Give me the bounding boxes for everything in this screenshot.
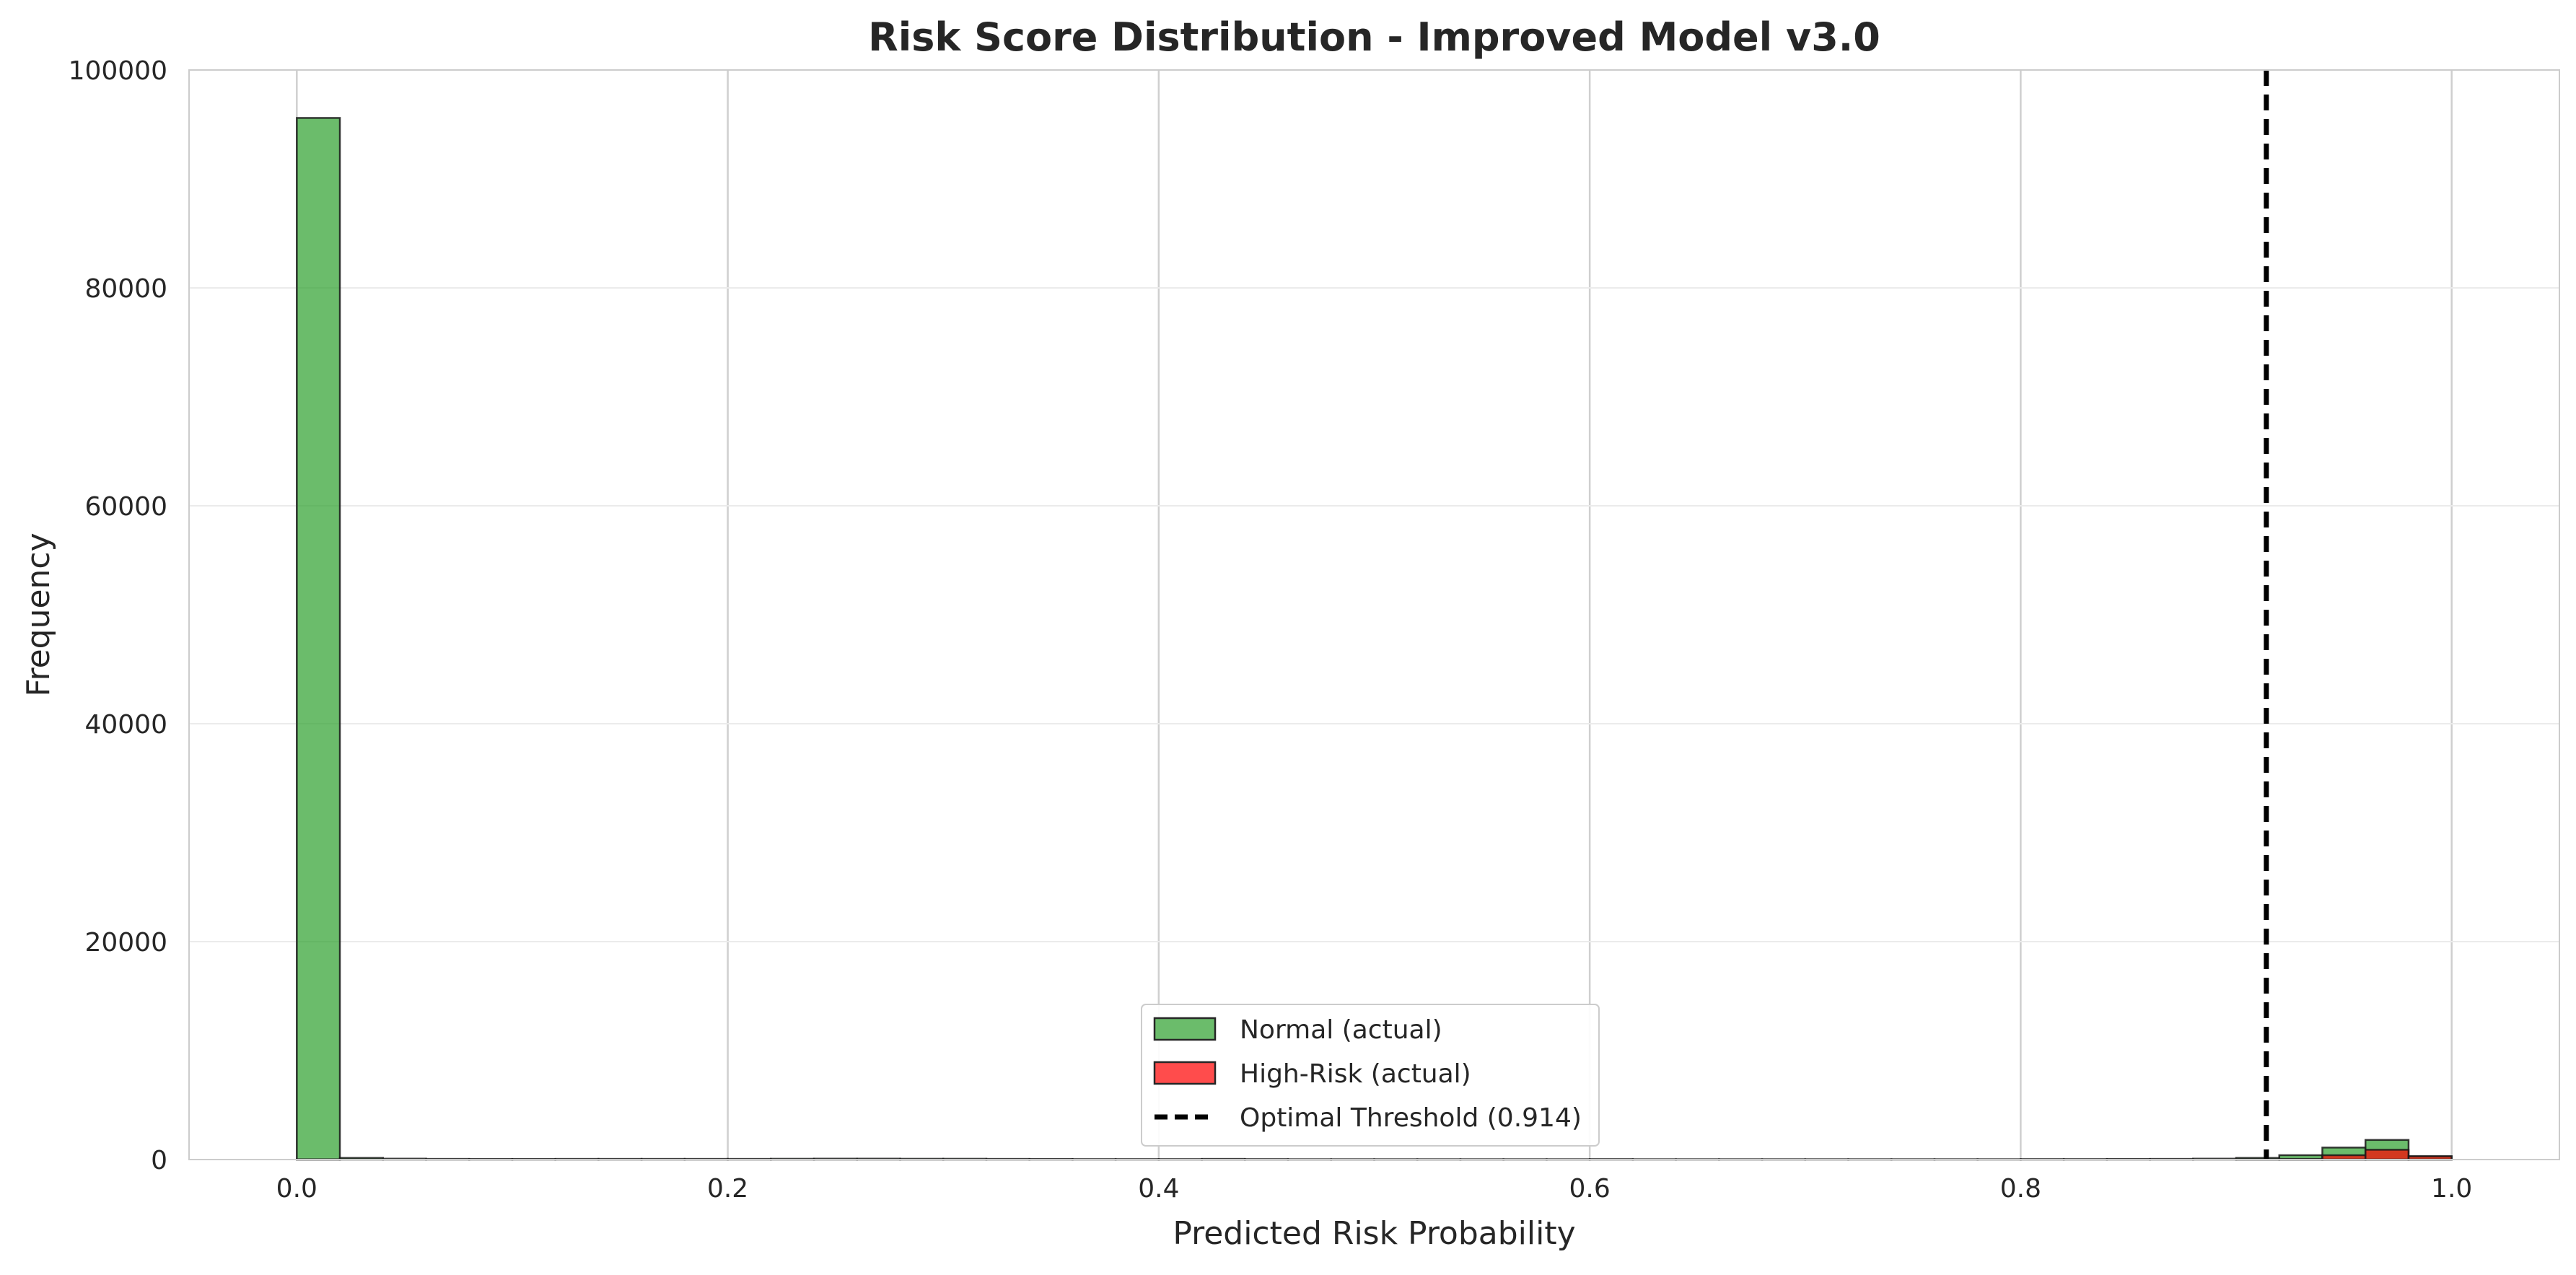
plot-area [189,70,2559,1160]
x-axis-label: Predicted Risk Probability [1173,1215,1575,1252]
legend-label-high-risk: High-Risk (actual) [1240,1059,1471,1089]
y-tick-label: 20000 [84,928,167,958]
tick-labels: 0.0 0.2 0.4 0.6 0.8 1.0 0 20000 40000 60000 80000 1… [69,56,2473,1204]
y-axis-label: Frequency [20,533,57,696]
x-tick-label: 1.0 [2431,1174,2472,1204]
bar [296,117,341,1161]
x-tick-label: 0.0 [276,1174,317,1204]
y-tick-label: 80000 [84,274,167,304]
legend-label-normal: Normal (actual) [1240,1015,1442,1045]
x-tick-label: 0.6 [1569,1174,1611,1204]
legend: Normal (actual) High-Risk (actual) Optim… [1141,1004,1600,1147]
legend-swatch-high-risk [1153,1061,1217,1085]
bar [2364,1149,2410,1161]
y-tick-label: 0 [151,1146,167,1175]
y-tick-label: 60000 [84,492,167,522]
legend-swatch-normal [1153,1017,1217,1041]
x-tick-label: 0.4 [1138,1174,1179,1204]
legend-label-threshold: Optimal Threshold (0.914) [1240,1103,1582,1133]
y-tick-label: 40000 [84,710,167,740]
y-tick-label: 100000 [69,56,167,86]
chart-title: Risk Score Distribution - Improved Model… [868,14,1880,60]
x-tick-label: 0.8 [2000,1174,2041,1204]
x-tick-label: 0.2 [707,1174,748,1204]
plot-frame [188,69,2560,1160]
legend-box [1141,1004,1600,1147]
